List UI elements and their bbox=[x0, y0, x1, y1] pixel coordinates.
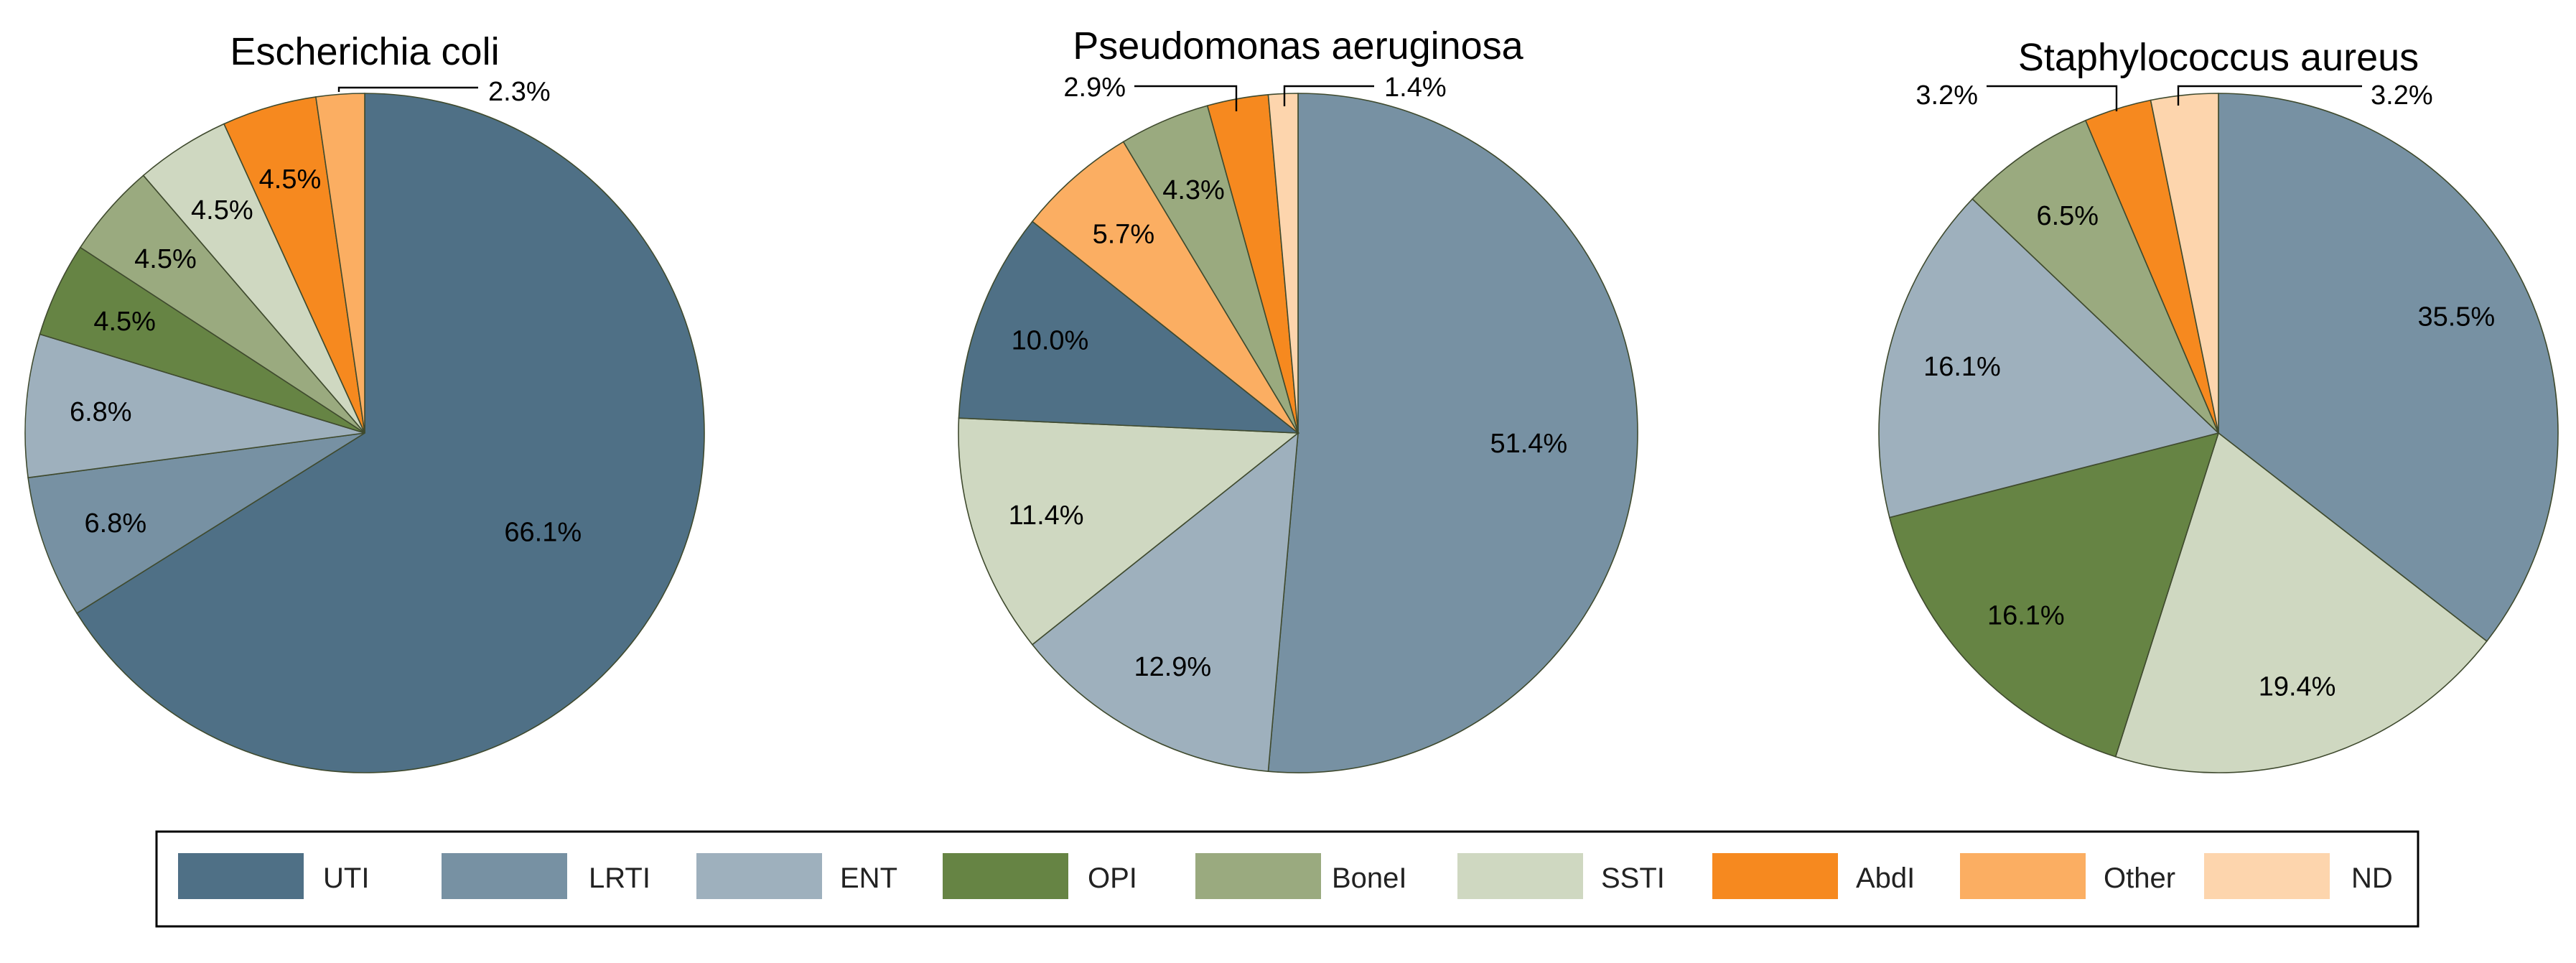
pie-slice-uti bbox=[75, 93, 705, 773]
legend-item-ent: ENT bbox=[696, 853, 897, 899]
legend-swatch bbox=[442, 853, 567, 899]
pie-slice-ent bbox=[1031, 432, 1299, 773]
legend-swatch bbox=[1195, 853, 1321, 899]
pie-chart-1: Escherichia coli66.1%6.8%6.8%4.5%4.5%4.5… bbox=[24, 30, 705, 773]
pie-slice-uti bbox=[958, 220, 1300, 434]
data-label-other: 2.3% bbox=[488, 77, 551, 107]
data-label-lrti: 6.8% bbox=[85, 508, 147, 539]
legend-label: ND bbox=[2351, 862, 2393, 894]
label-leader-line bbox=[1283, 85, 1374, 106]
label-leader-line bbox=[2177, 85, 2362, 106]
data-label-opi: 16.1% bbox=[1987, 600, 2065, 631]
pie-chart-3: Staphylococcus aureus 35.5% 19.4% 16.1% 16.1… bbox=[1878, 36, 2559, 773]
legend-swatch bbox=[178, 853, 304, 899]
legend-label: LRTI bbox=[589, 862, 650, 894]
data-label-uti: 10.0% bbox=[1012, 326, 1089, 356]
data-label-ssti: 4.5% bbox=[191, 195, 253, 225]
data-label-abdi: 2.9% bbox=[1063, 73, 1126, 103]
data-label-ent: 12.9% bbox=[1134, 652, 1211, 682]
pie-slice-nd bbox=[2150, 93, 2219, 434]
data-label-nd: 3.2% bbox=[2371, 80, 2433, 111]
data-label-abdi: 4.5% bbox=[259, 164, 322, 195]
legend-item-ssti: SSTI bbox=[1457, 853, 1665, 899]
data-label-lrti: 51.4% bbox=[1490, 429, 1567, 459]
legend-item-bonei: BoneI bbox=[1195, 853, 1407, 899]
legend-label: Other bbox=[2104, 862, 2175, 894]
pie-slice-lrti bbox=[2218, 93, 2559, 643]
legend-item-uti: UTI bbox=[178, 853, 369, 899]
data-label-nd: 1.4% bbox=[1384, 73, 1447, 103]
data-label-uti: 66.1% bbox=[504, 518, 582, 548]
data-label-other: 5.7% bbox=[1093, 219, 1155, 249]
pie-slice-lrti bbox=[1267, 93, 1638, 773]
pie-slice-opi bbox=[1888, 432, 2220, 758]
legend-swatch bbox=[1712, 853, 1838, 899]
data-label-abdi: 3.2% bbox=[1915, 80, 1978, 111]
legend-label: SSTI bbox=[1601, 862, 1665, 894]
pie-slice-other bbox=[314, 93, 365, 434]
legend-items: UTI LRTI ENT OPI BoneI SSTI AbdI Other ND bbox=[178, 853, 2393, 899]
label-leader-line bbox=[1134, 85, 1238, 111]
legend-item-opi: OPI bbox=[943, 853, 1137, 899]
legend-swatch bbox=[1457, 853, 1583, 899]
legend-label: UTI bbox=[323, 862, 369, 894]
pie-slice-ssti bbox=[958, 417, 1300, 646]
label-leader-line bbox=[1987, 85, 2118, 111]
legend-label: ENT bbox=[840, 862, 897, 894]
legend-swatch bbox=[2204, 853, 2330, 899]
legend-item-other: Other bbox=[1960, 853, 2175, 899]
chart-title: Staphylococcus aureus bbox=[2018, 36, 2419, 79]
chart-title: Escherichia coli bbox=[230, 30, 499, 73]
chart-title: Pseudomonas aeruginosa bbox=[1073, 24, 1523, 68]
data-label-bonei: 4.3% bbox=[1162, 175, 1225, 205]
pie-slice-lrti bbox=[27, 432, 365, 615]
data-label-opi: 4.5% bbox=[93, 307, 156, 337]
data-label-lrti: 35.5% bbox=[2417, 302, 2495, 332]
pie-charts-group: Escherichia coli66.1%6.8%6.8%4.5%4.5%4.5… bbox=[24, 24, 2559, 773]
pie-slice-ent bbox=[24, 333, 365, 479]
legend-swatch bbox=[1960, 853, 2086, 899]
data-label-ssti: 11.4% bbox=[1009, 501, 1084, 531]
legend-item-lrti: LRTI bbox=[442, 853, 650, 899]
label-leader-line bbox=[337, 86, 478, 92]
pie-slice-ssti bbox=[2114, 432, 2488, 773]
pie-slice-ent bbox=[1878, 197, 2220, 518]
legend-swatch bbox=[943, 853, 1068, 899]
pie-chart-2: Pseudomonas aeruginosa 51.4% 12.9% 11.4% 10.… bbox=[958, 24, 1638, 773]
legend-label: OPI bbox=[1088, 862, 1137, 894]
legend: UTI LRTI ENT OPI BoneI SSTI AbdI Other ND bbox=[155, 830, 2419, 928]
legend-item-nd: ND bbox=[2204, 853, 2393, 899]
legend-item-abdi: AbdI bbox=[1712, 853, 1915, 899]
legend-label: BoneI bbox=[1332, 862, 1407, 894]
pie-slice-bonei bbox=[1971, 119, 2219, 434]
data-label-ssti: 19.4% bbox=[2259, 671, 2336, 702]
data-label-ent: 6.8% bbox=[70, 397, 132, 427]
pie-slice-other bbox=[1031, 141, 1299, 434]
legend-swatch bbox=[696, 853, 822, 899]
pie-slice-nd bbox=[1267, 93, 1299, 434]
legend-label: AbdI bbox=[1856, 862, 1915, 894]
data-label-ent: 16.1% bbox=[1923, 352, 2001, 382]
data-label-bonei: 6.5% bbox=[2036, 201, 2099, 231]
data-label-bonei: 4.5% bbox=[134, 244, 197, 274]
